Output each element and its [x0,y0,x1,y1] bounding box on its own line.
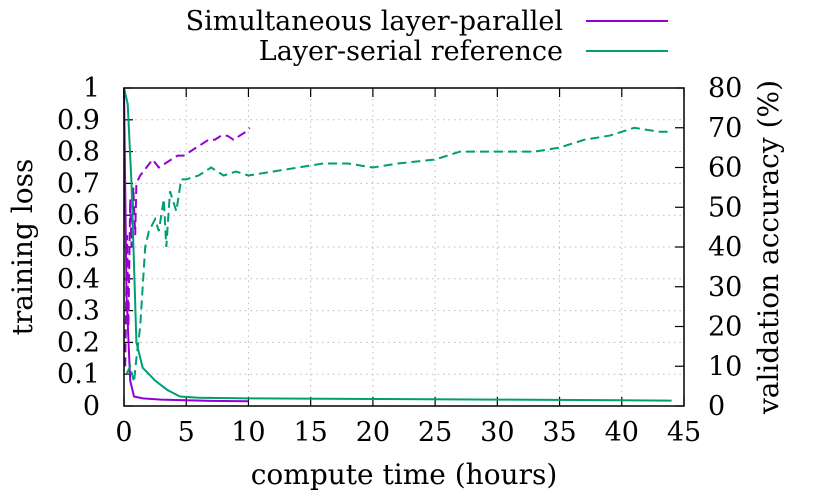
y-tick-label: 0.5 [57,232,100,263]
y2-tick-label: 80 [708,73,742,104]
x-tick-label: 30 [480,417,514,448]
series-lines [123,87,672,403]
tick-labels: 0 5 10 15 20 25 30 35 40 4500.10.20.30.40.50.60.7… [57,73,742,448]
legend: Simultaneous layer-parallel Layer-serial… [186,6,668,67]
x-tick-label: 25 [418,417,452,448]
simultaneous-layer-parallel-accuracy-line [124,127,251,367]
layer-serial-reference-loss-line [123,87,672,402]
legend-entry-label: Layer-serial reference [259,36,563,67]
y-tick-label: 0.8 [57,137,100,168]
x-tick-label: 0 [115,417,132,448]
y2-tick-label: 60 [708,153,742,184]
x-tick-label: 15 [293,417,327,448]
y-tick-label: 0.3 [57,296,100,327]
y2-tick-label: 20 [708,312,742,343]
y-tick-label: 0.2 [57,327,100,358]
x-tick-label: 35 [542,417,576,448]
x-tick-label: 10 [231,417,265,448]
y-tick-label: 0.1 [57,359,100,390]
y-tick-label: 1 [83,73,100,104]
y2-tick-label: 50 [708,192,742,223]
simultaneous-layer-parallel-loss-line [123,87,249,403]
y2-tick-label: 30 [708,272,742,303]
y-tick-label: 0.9 [57,105,100,136]
x-tick-label: 5 [178,417,195,448]
x-tick-label: 20 [356,417,390,448]
y2-tick-label: 70 [708,113,742,144]
y2-tick-label: 0 [708,391,725,422]
x-tick-label: 40 [605,417,639,448]
y2-tick-label: 40 [708,232,742,263]
y-tick-label: 0.6 [57,200,100,231]
layer-serial-reference-accuracy-line [125,126,672,383]
y-tick-label: 0.4 [57,264,100,295]
y2-tick-label: 10 [708,351,742,382]
legend-entry-label: Simultaneous layer-parallel [186,6,563,37]
x-tick-label: 45 [667,417,701,448]
grid [123,87,685,407]
y-tick-label: 0.7 [57,168,100,199]
y2-axis-label: validation accuracy (%) [752,80,785,415]
plot-frame [123,87,685,407]
y-tick-label: 0 [83,391,100,422]
y-axis-label: training loss [6,159,39,336]
x-axis-label: compute time (hours) [251,458,558,491]
